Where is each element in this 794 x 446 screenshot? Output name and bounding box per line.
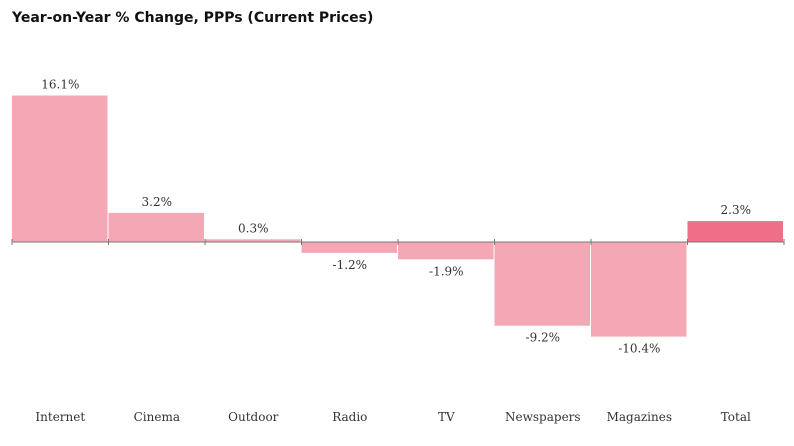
value-label-total: 2.3% xyxy=(721,203,752,217)
category-label-newspapers: Newspapers xyxy=(505,410,581,424)
bar-tv xyxy=(398,242,494,260)
bar-radio xyxy=(301,242,397,253)
value-label-internet: 16.1% xyxy=(41,78,79,92)
bar-magazines xyxy=(591,242,687,337)
bar-cinema xyxy=(108,212,204,242)
value-label-tv: -1.9% xyxy=(429,264,464,278)
category-label-tv: TV xyxy=(438,410,455,424)
bar-internet xyxy=(12,95,108,242)
value-label-magazines: -10.4% xyxy=(618,342,660,356)
value-label-newspapers: -9.2% xyxy=(526,331,561,345)
category-label-radio: Radio xyxy=(332,410,367,424)
bar-total xyxy=(687,221,783,242)
chart-title: Year-on-Year % Change, PPPs (Current Pri… xyxy=(12,10,374,26)
bar-outdoor xyxy=(205,239,301,242)
category-label-magazines: Magazines xyxy=(607,410,672,424)
bar-newspapers xyxy=(494,242,590,326)
value-label-radio: -1.2% xyxy=(333,258,368,272)
value-label-cinema: 3.2% xyxy=(142,195,173,209)
category-label-cinema: Cinema xyxy=(134,410,180,424)
category-label-internet: Internet xyxy=(35,410,85,424)
category-label-total: Total xyxy=(721,410,751,424)
category-label-outdoor: Outdoor xyxy=(228,410,279,424)
value-label-outdoor: 0.3% xyxy=(238,221,269,235)
